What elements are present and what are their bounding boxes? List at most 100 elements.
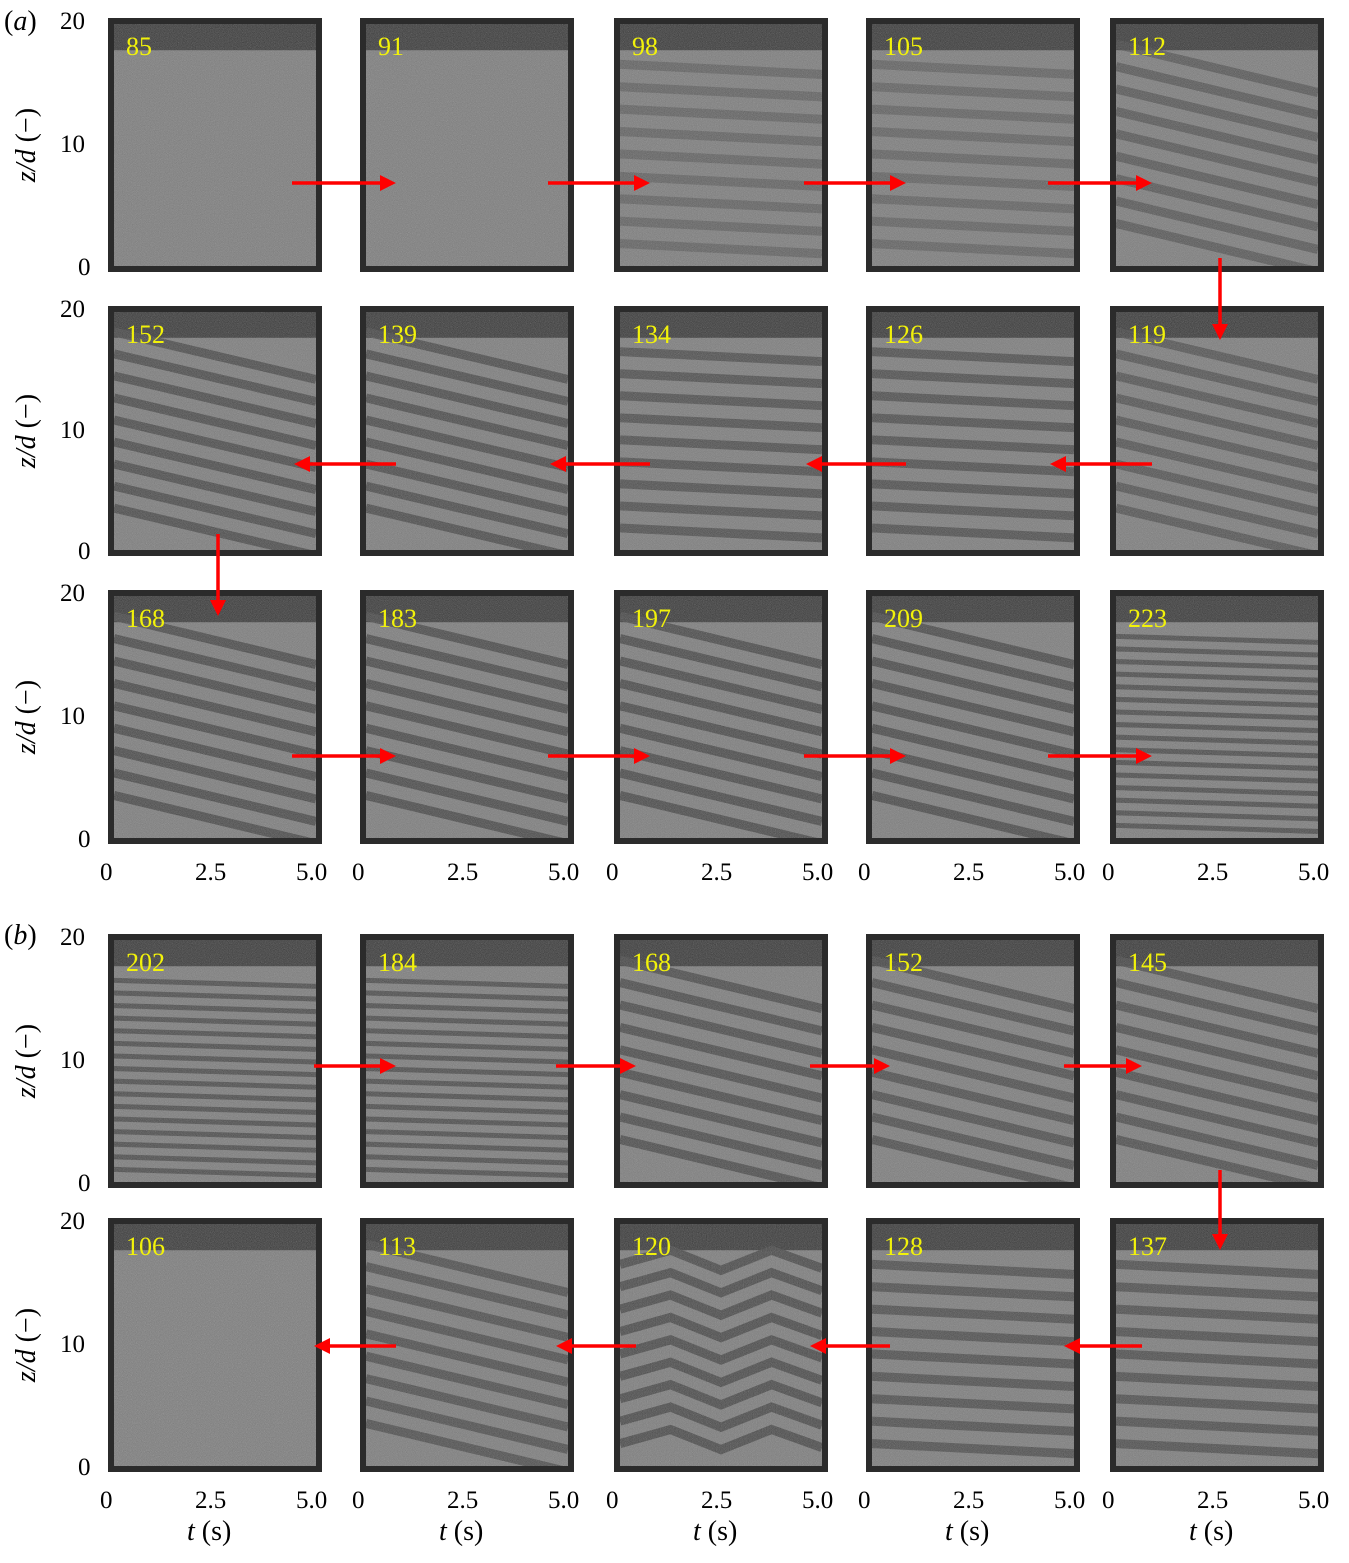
spatiotemporal-panel: 152	[108, 306, 322, 556]
y-tick-label: 10	[60, 1331, 85, 1358]
streak-texture	[620, 312, 822, 550]
streak-texture	[1116, 312, 1318, 550]
frame-number-label: 91	[378, 32, 404, 61]
y-tick-label: 0	[78, 1170, 91, 1197]
part-label-b: (b)	[4, 920, 37, 951]
streak-texture	[114, 24, 316, 266]
y-axis-unit: (−)	[11, 393, 42, 429]
x-axis-unit: (s)	[707, 1516, 738, 1547]
y-axis-label: z/d (−)	[11, 662, 42, 772]
streak-texture	[1116, 596, 1318, 838]
x-axis-variable: t	[439, 1516, 447, 1547]
spatiotemporal-panel: 105	[866, 18, 1080, 272]
streak-texture	[620, 596, 822, 838]
spatiotemporal-panel: 120	[614, 1218, 828, 1472]
streak-texture	[114, 940, 316, 1182]
x-tick-label: 2.5	[195, 1487, 227, 1514]
y-axis-label: z/d (−)	[11, 1290, 42, 1400]
spatiotemporal-panel: 91	[360, 18, 574, 272]
streak-texture	[366, 24, 568, 266]
frame-number-label: 126	[884, 320, 923, 349]
frame-number-label: 223	[1128, 604, 1167, 633]
y-axis-unit: (−)	[11, 679, 42, 715]
x-axis-variable: t	[187, 1516, 195, 1547]
y-axis-variable: z/d	[11, 1349, 42, 1383]
spatiotemporal-panel: 113	[360, 1218, 574, 1472]
x-axis-label: t (s)	[187, 1518, 231, 1546]
x-tick-label: 5.0	[296, 859, 328, 886]
x-axis-label: t (s)	[945, 1518, 989, 1546]
x-axis-unit: (s)	[1203, 1516, 1234, 1547]
spatiotemporal-panel: 98	[614, 18, 828, 272]
frame-number-label: 85	[126, 32, 152, 61]
x-tick-label: 5.0	[1054, 859, 1086, 886]
part-letter: a	[13, 6, 28, 37]
y-axis-variable: z/d	[11, 149, 42, 183]
frame-number-label: 134	[632, 320, 671, 349]
x-axis-unit: (s)	[201, 1516, 232, 1547]
y-tick-label: 10	[60, 131, 85, 158]
frame-number-label: 98	[632, 32, 658, 61]
x-tick-label: 5.0	[1298, 859, 1330, 886]
x-tick-label: 5.0	[802, 1487, 834, 1514]
y-tick-label: 0	[78, 826, 91, 853]
x-axis-variable: t	[693, 1516, 701, 1547]
x-tick-label: 0	[606, 859, 619, 886]
part-label-a: (a)	[4, 6, 37, 37]
x-tick-label: 0	[352, 1487, 365, 1514]
x-tick-label: 0	[606, 1487, 619, 1514]
x-tick-label: 2.5	[447, 859, 479, 886]
y-axis-unit: (−)	[11, 107, 42, 143]
x-tick-label: 5.0	[802, 859, 834, 886]
y-axis-unit: (−)	[11, 1307, 42, 1343]
x-axis-label: t (s)	[693, 1518, 737, 1546]
y-axis-variable: z/d	[11, 435, 42, 469]
streak-texture	[366, 596, 568, 838]
streak-texture	[872, 1224, 1074, 1466]
x-tick-label: 2.5	[447, 1487, 479, 1514]
streak-texture	[1116, 940, 1318, 1182]
spatiotemporal-panel: 126	[866, 306, 1080, 556]
spatiotemporal-panel: 223	[1110, 590, 1324, 844]
x-tick-label: 0	[100, 1487, 113, 1514]
spatiotemporal-panel: 85	[108, 18, 322, 272]
streak-texture	[872, 596, 1074, 838]
x-axis-variable: t	[1189, 1516, 1197, 1547]
streak-texture	[1116, 24, 1318, 266]
x-tick-label: 5.0	[1054, 1487, 1086, 1514]
frame-number-label: 106	[126, 1232, 165, 1261]
streak-texture	[366, 1224, 568, 1466]
streak-texture	[620, 1224, 822, 1466]
x-axis-variable: t	[945, 1516, 953, 1547]
x-tick-label: 2.5	[195, 859, 227, 886]
spatiotemporal-panel: 168	[108, 590, 322, 844]
y-axis-label: z/d (−)	[11, 376, 42, 486]
spatiotemporal-panel: 183	[360, 590, 574, 844]
spatiotemporal-panel: 152	[866, 934, 1080, 1188]
frame-number-label: 183	[378, 604, 417, 633]
spatiotemporal-panel: 119	[1110, 306, 1324, 556]
y-tick-label: 10	[60, 417, 85, 444]
frame-number-label: 145	[1128, 948, 1167, 977]
frame-number-label: 168	[632, 948, 671, 977]
spatiotemporal-panel: 184	[360, 934, 574, 1188]
streak-texture	[872, 312, 1074, 550]
y-tick-label: 20	[60, 580, 85, 607]
y-tick-label: 20	[60, 296, 85, 323]
spatiotemporal-panel: 112	[1110, 18, 1324, 272]
frame-number-label: 112	[1128, 32, 1167, 61]
x-tick-label: 2.5	[1197, 859, 1229, 886]
streak-texture	[366, 940, 568, 1182]
frame-number-label: 184	[378, 948, 417, 977]
y-tick-label: 20	[60, 924, 85, 951]
spatiotemporal-panel: 168	[614, 934, 828, 1188]
spatiotemporal-panel: 106	[108, 1218, 322, 1472]
x-tick-label: 5.0	[1298, 1487, 1330, 1514]
streak-texture	[620, 24, 822, 266]
x-tick-label: 0	[1102, 1487, 1115, 1514]
frame-number-label: 152	[884, 948, 923, 977]
frame-number-label: 137	[1128, 1232, 1167, 1261]
x-tick-label: 0	[100, 859, 113, 886]
spatiotemporal-panel: 202	[108, 934, 322, 1188]
x-axis-unit: (s)	[959, 1516, 990, 1547]
